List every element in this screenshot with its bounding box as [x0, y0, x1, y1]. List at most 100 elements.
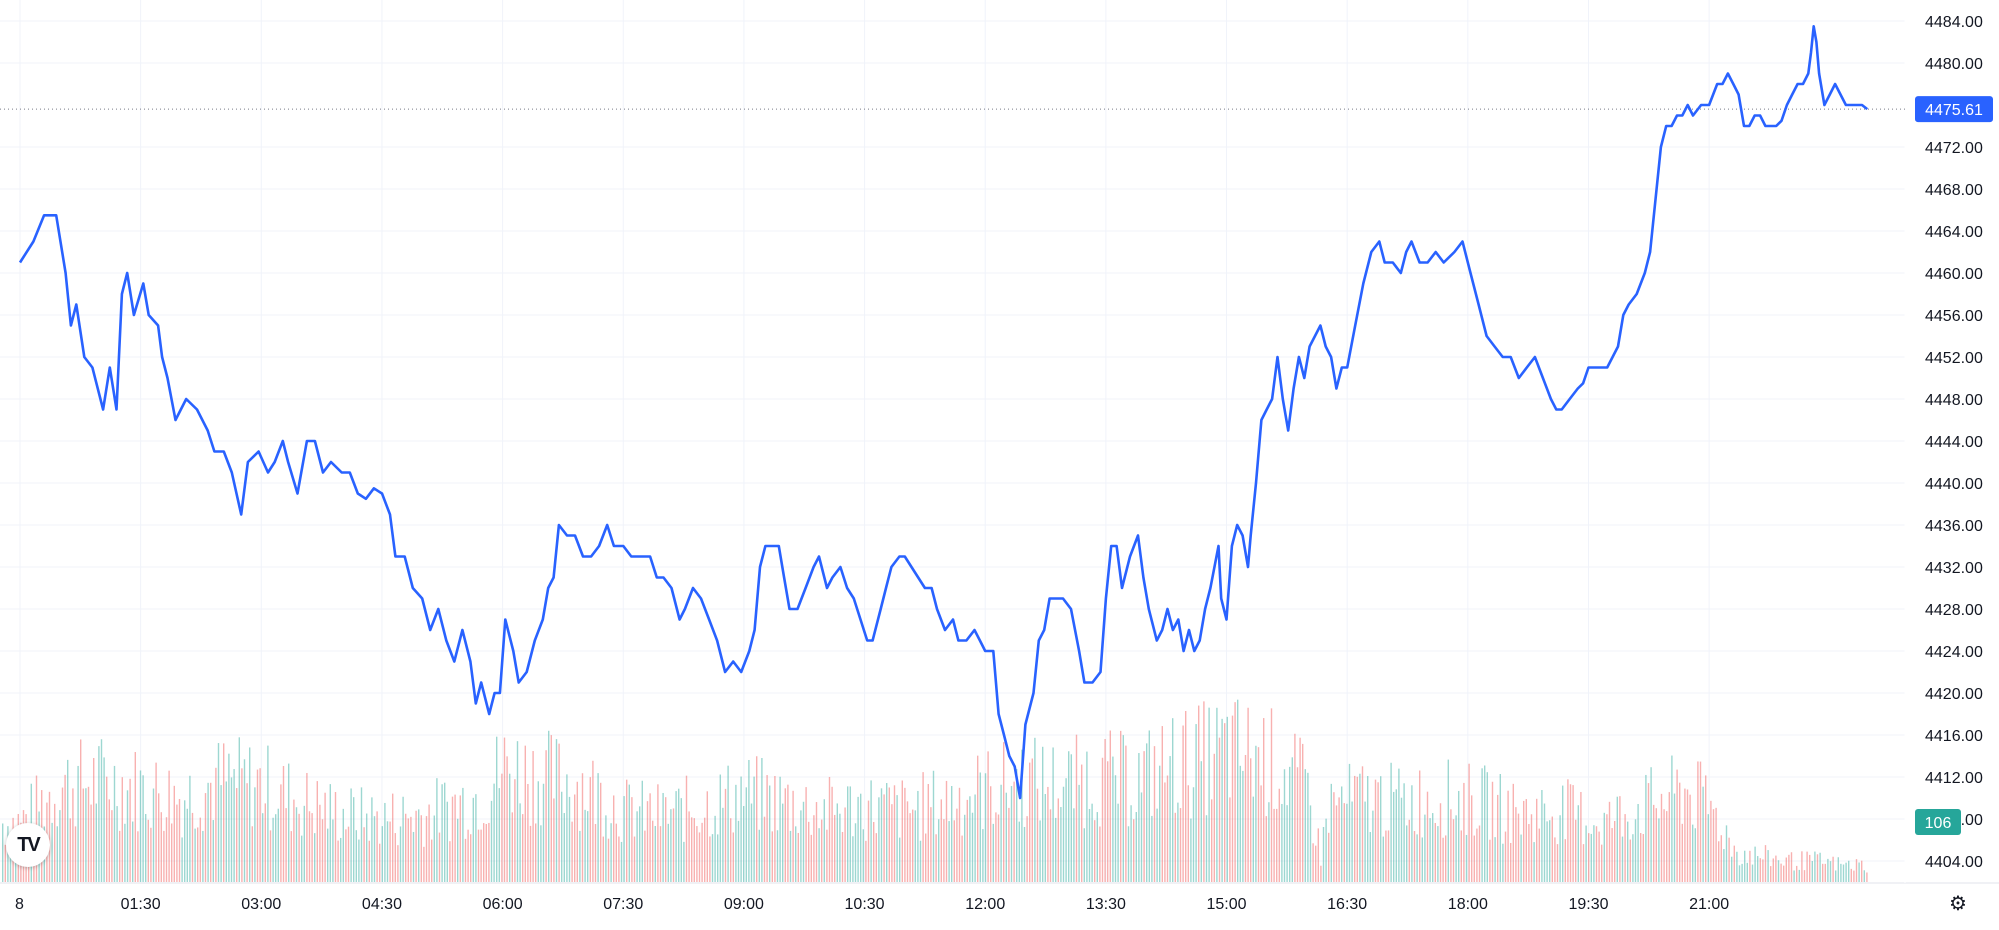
volume-bar — [995, 812, 997, 882]
volume-bar — [579, 830, 581, 882]
volume-bar — [844, 807, 846, 882]
x-tick-label: 15:00 — [1206, 896, 1246, 913]
volume-bar — [914, 810, 916, 882]
volume-bar — [1824, 863, 1826, 882]
volume-bar — [1504, 831, 1507, 882]
settings-gear-icon[interactable]: ⚙ — [1949, 892, 1967, 915]
volume-bar — [990, 786, 992, 882]
volume-bar — [243, 759, 246, 882]
volume-bar — [298, 813, 300, 882]
volume-bar — [241, 768, 243, 882]
volume-bar — [108, 799, 110, 882]
volume-bar — [1112, 756, 1114, 882]
volume-bar — [1382, 836, 1384, 882]
volume-bar — [1663, 809, 1665, 882]
volume-bar — [1621, 836, 1624, 882]
volume-bar — [1536, 798, 1538, 882]
volume-bar — [249, 747, 251, 882]
volume-bar — [722, 807, 724, 882]
volume-bar — [1099, 826, 1101, 882]
volume-bar — [181, 837, 183, 882]
volume-bar — [1291, 757, 1293, 882]
volume-bar — [1741, 863, 1743, 882]
volume-bar — [285, 808, 287, 882]
volume-bar — [251, 826, 253, 882]
volume-bar — [519, 803, 521, 882]
volume-bar — [394, 833, 396, 882]
volume-bar — [142, 775, 144, 882]
volume-bar — [371, 797, 373, 882]
volume-bar — [1299, 737, 1301, 882]
volume-bar — [1146, 743, 1148, 882]
volume-bar — [1650, 767, 1652, 882]
volume-bar — [1629, 839, 1631, 882]
volume-bar — [592, 760, 594, 882]
y-tick-label: 4456.00 — [1925, 308, 1983, 325]
volume-bar — [415, 810, 417, 882]
volume-bar — [501, 773, 503, 882]
volume-bar — [1858, 862, 1860, 882]
volume-bar — [467, 829, 469, 882]
volume-bar — [1101, 757, 1104, 882]
volume-bar — [431, 839, 433, 882]
volume-bar — [119, 830, 121, 882]
volume-bar — [64, 774, 66, 882]
volume-bar — [1494, 837, 1496, 882]
y-tick-label: 4444.00 — [1925, 434, 1983, 451]
volume-bar — [1702, 786, 1704, 882]
volume-bar — [797, 832, 799, 882]
volume-bar — [1809, 854, 1811, 882]
volume-bar — [470, 834, 472, 882]
volume-bar — [821, 819, 823, 882]
volume-bar — [358, 839, 360, 882]
volume-bar — [1250, 758, 1252, 882]
volume-bar — [389, 821, 391, 882]
volume-bar — [1047, 786, 1049, 882]
y-tick-label: 4448.00 — [1925, 392, 1983, 409]
volume-bar — [782, 803, 784, 882]
volume-bar — [628, 784, 630, 882]
volume-bar — [862, 829, 864, 882]
volume-bar — [896, 795, 898, 882]
volume-bar — [688, 811, 690, 882]
volume-bar — [1179, 808, 1182, 882]
volume-bar — [314, 833, 316, 882]
volume-bar — [1445, 835, 1447, 882]
volume-bar — [2, 823, 4, 882]
volume-bar — [308, 811, 311, 882]
volume-bar — [1057, 798, 1059, 882]
volume-bar — [1588, 833, 1590, 882]
volume-bar — [475, 794, 477, 882]
volume-bar — [373, 816, 376, 882]
volume-bar — [600, 782, 602, 882]
volume-bar — [1671, 755, 1673, 882]
volume-bar — [618, 836, 620, 882]
volume-bar — [155, 762, 157, 882]
volume-bar — [831, 786, 833, 882]
volume-bar — [1034, 737, 1036, 882]
volume-bar — [1364, 801, 1366, 882]
y-axis: 4404.004408.004412.004416.004420.004424.… — [1925, 14, 1983, 871]
volume-value-label: 106 — [1925, 815, 1952, 832]
volume-bar — [1718, 841, 1720, 882]
volume-bar — [841, 831, 844, 882]
volume-bar — [1070, 754, 1072, 882]
volume-bar — [217, 743, 220, 882]
tradingview-logo-icon[interactable]: TV — [6, 823, 50, 867]
volume-bar — [657, 784, 659, 882]
volume-bar — [1413, 831, 1416, 882]
price-series-line — [18, 25, 1869, 800]
volume-bar — [1510, 842, 1512, 882]
y-tick-label: 4412.00 — [1925, 770, 1983, 787]
volume-bar — [1770, 866, 1772, 882]
volume-bar — [145, 814, 147, 882]
volume-bar — [1416, 834, 1418, 882]
volume-bar — [1044, 794, 1046, 882]
y-tick-label: 4460.00 — [1925, 266, 1983, 283]
volume-bar — [909, 813, 911, 882]
volume-bar — [641, 780, 643, 882]
volume-bar — [594, 823, 597, 882]
volume-bar — [1762, 859, 1764, 882]
